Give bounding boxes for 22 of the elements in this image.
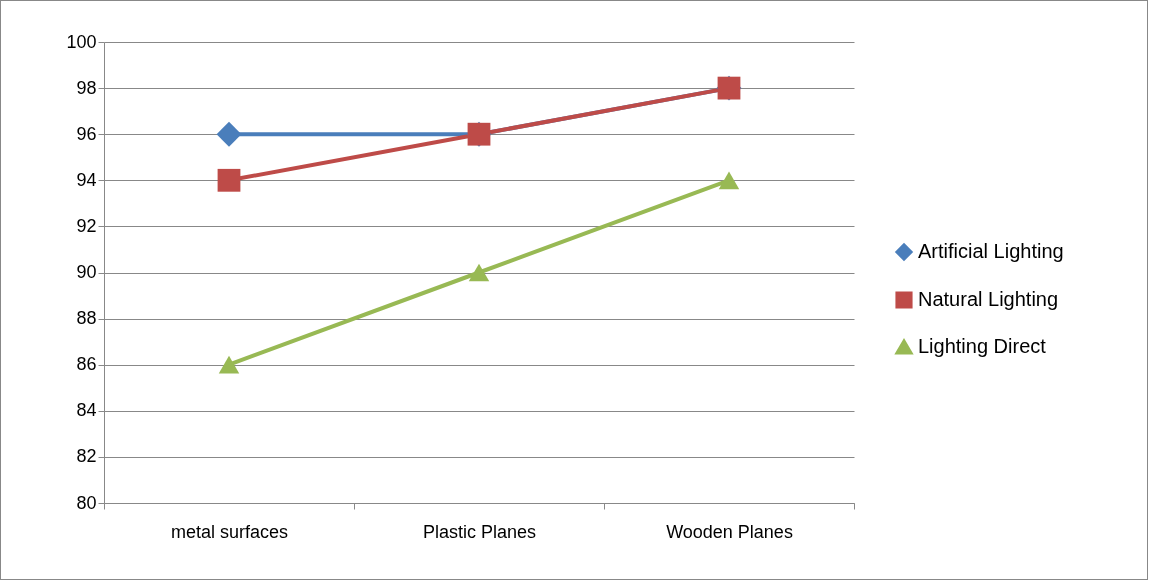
point: [217, 168, 241, 192]
point: [718, 171, 740, 190]
x-tick-label: Plastic Planes: [422, 521, 537, 542]
point: [218, 355, 240, 374]
x-tick-label: metal surfaces: [170, 521, 289, 542]
y-tick-label: 80: [76, 492, 97, 513]
legend-label: Lighting Direct: [918, 335, 1047, 357]
legend-label: Natural Lighting: [918, 288, 1059, 310]
y-tick-label: 92: [76, 215, 97, 236]
y-tick-label: 86: [76, 354, 97, 375]
y-tick-label: 88: [76, 308, 97, 329]
legend-label: Artificial Lighting: [918, 240, 1064, 262]
y-tick-label: 82: [76, 446, 97, 467]
y-tick-label: 84: [76, 400, 97, 421]
y-tick-label: 96: [76, 123, 97, 144]
y-tick-label: 98: [76, 77, 97, 98]
point: [216, 121, 242, 147]
point: [468, 263, 490, 282]
y-tick-label: 100: [66, 31, 97, 52]
y-tick-label: 90: [76, 262, 97, 282]
x-tick-label: Wooden Planes: [666, 521, 793, 542]
y-tick-label: 94: [76, 169, 97, 190]
